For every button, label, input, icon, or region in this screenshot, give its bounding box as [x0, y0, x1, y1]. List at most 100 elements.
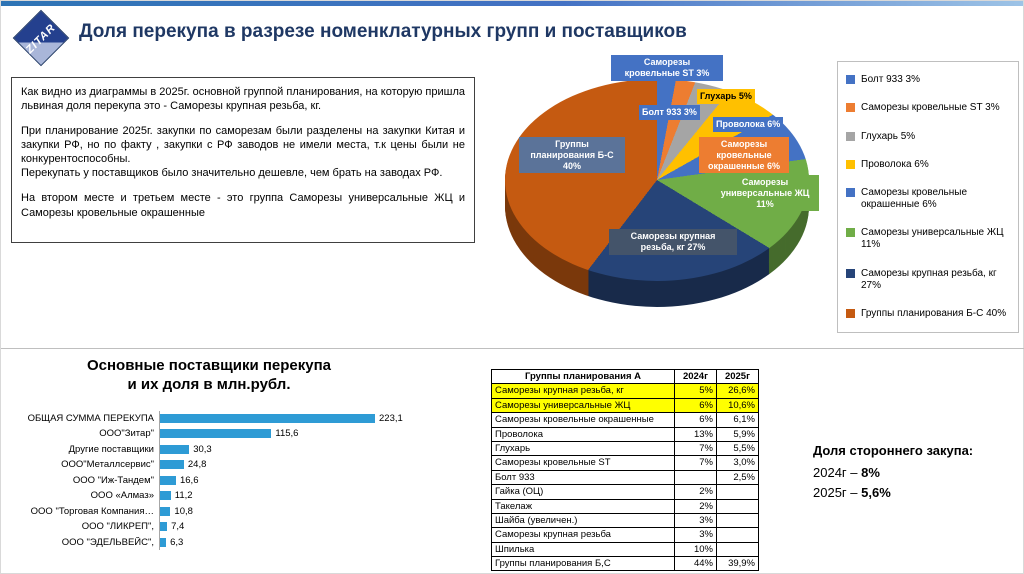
- pie-legend: Болт 933 3% Саморезы кровельные ST 3% Глух…: [837, 61, 1019, 333]
- bar: [160, 444, 190, 454]
- pie-label: Группы планирования Б-С 40%: [519, 137, 625, 174]
- table-row: Проволока 13% 5,9%: [491, 426, 759, 442]
- table-cell-name: Саморезы крупная резьба: [491, 527, 675, 543]
- bar-value-label: 115,6: [275, 428, 299, 440]
- table-row: Группы планирования Б,С 44% 39,9%: [491, 556, 759, 572]
- table-cell-name: Глухарь: [491, 440, 675, 457]
- commentary-paragraph: Перекупать у поставщиков было значительн…: [21, 167, 443, 180]
- legend-swatch: [846, 131, 855, 141]
- bar-row: ООО"Металлсервис" 24,8: [9, 457, 479, 473]
- side-note-title: Доля стороннего закупа:: [813, 443, 974, 458]
- legend-label: Проволока 6%: [861, 158, 929, 170]
- table-cell-2025: [716, 498, 759, 514]
- bar-track: 11,2: [159, 488, 479, 504]
- bar-value-label: 11,2: [174, 490, 193, 502]
- bar-category-label: ООО "ЭДЕЛЬВЕЙС",: [61, 536, 154, 548]
- bar-category-label: Другие поставщики: [68, 443, 154, 455]
- table-cell-2025: 3,0%: [716, 455, 759, 471]
- legend-label: Глухарь 5%: [861, 130, 916, 142]
- top-accent-bar: [1, 1, 1023, 6]
- table-cell-2024: 7%: [674, 455, 717, 471]
- suppliers-bar-chart: Основные поставщики перекупа и их доля в…: [9, 357, 479, 550]
- legend-label: Саморезы кровельные окрашенные 6%: [861, 187, 968, 211]
- bar-track: 6,3: [159, 534, 479, 550]
- bar-track: 7,4: [159, 519, 479, 535]
- table-row: Такелаж 2%: [491, 498, 759, 514]
- table-cell-2024: 3%: [674, 512, 717, 529]
- legend-item: Проволока 6%: [846, 159, 1010, 171]
- bar-row: ООО "Иж-Тандем" 16,6: [9, 472, 479, 488]
- table-cell-2024: 10%: [674, 541, 717, 558]
- table-row: Саморезы крупная резьба, кг 5% 26,6%: [491, 383, 759, 399]
- side-note-prefix: 2024г –: [813, 465, 862, 480]
- commentary-paragraph: На втором месте и третьем месте - это гр…: [21, 192, 465, 219]
- bar: [160, 491, 171, 501]
- pie-label: Проволока 6%: [713, 117, 784, 132]
- table-cell-2024: 3%: [674, 527, 717, 543]
- table-cell-2024: 2%: [674, 484, 717, 500]
- legend-swatch: [846, 268, 855, 278]
- table-cell-2025: [716, 527, 759, 543]
- bar-track: 115,6: [159, 426, 479, 442]
- table-cell-name: Шайба (увеличен.): [491, 512, 675, 529]
- table-row: Глухарь 7% 5,5%: [491, 440, 759, 457]
- table-cell-name: Саморезы универсальные ЖЦ: [491, 397, 675, 414]
- side-note-value: 5,6%: [861, 485, 891, 500]
- bar: [160, 460, 184, 470]
- side-note-line: 2024г – 8%: [813, 465, 1013, 480]
- bar-value-label: 16,6: [179, 474, 199, 486]
- table-row: Саморезы кровельные ST 7% 3,0%: [491, 455, 759, 471]
- legend-swatch: [846, 75, 855, 84]
- legend-item: Глухарь 5%: [846, 131, 1010, 143]
- table-cell-name: Саморезы кровельные ST: [491, 455, 675, 471]
- bar-row: ООО"Зитар" 115,6: [9, 426, 479, 442]
- table-row: Саморезы универсальные ЖЦ 6% 10,6%: [491, 397, 759, 414]
- table-cell-2024: 5%: [674, 383, 717, 399]
- table-cell-2025: 10,6%: [716, 397, 759, 414]
- bar-chart-title-line1: Основные поставщики перекупа: [86, 357, 332, 374]
- bar: [160, 413, 375, 423]
- table-cell-name: Такелаж: [491, 498, 675, 514]
- table-cell-2025: 39,9%: [716, 556, 759, 572]
- bar-track: 24,8: [159, 457, 479, 473]
- bar-value-label: 24,8: [187, 459, 207, 471]
- bar-value-label: 223,1: [379, 412, 403, 424]
- bar-row: ООО "Торговая Компания… 10,8: [9, 503, 479, 519]
- bar-row: ООО "ЭДЕЛЬВЕЙС", 6,3: [9, 534, 479, 550]
- table-header-cell: 2024г: [674, 368, 717, 385]
- table-cell-2024: 6%: [674, 397, 717, 414]
- legend-swatch: [846, 103, 855, 113]
- legend-swatch: [846, 188, 855, 198]
- commentary-paragraph: Как видно из диаграммы в 2025г. основной…: [21, 86, 465, 113]
- table-row: Шайба (увеличен.) 3%: [491, 512, 759, 529]
- bar: [160, 506, 171, 516]
- table-row: Шпилька 10%: [491, 541, 759, 558]
- legend-item: Болт 933 3%: [846, 74, 1010, 86]
- legend-label: Группы планирования Б-С 40%: [861, 307, 1007, 319]
- table-cell-2025: 6,1%: [716, 412, 759, 428]
- table-cell-2024: [674, 469, 717, 486]
- legend-label: Саморезы крупная резьба, кг 27%: [861, 267, 997, 291]
- bar-category-label: ООО"Металлсервис": [61, 459, 154, 471]
- bar-value-label: 30,3: [193, 443, 212, 455]
- legend-item: Саморезы крупная резьба, кг 27%: [846, 268, 1010, 292]
- bar-category-label: ООО "Торговая Компания…: [30, 505, 154, 517]
- table-cell-name: Болт 933: [491, 469, 675, 486]
- table-header-cell: 2025г: [716, 368, 759, 385]
- table-cell-2024: 2%: [674, 498, 717, 514]
- bar-rows: ОБЩАЯ СУММА ПЕРЕКУПА 223,1 ООО"Зитар" 115,6…: [9, 410, 479, 550]
- pie-label: Саморезы универсальные ЖЦ 11%: [711, 175, 819, 212]
- bar-chart-title-line2: и их доля в млн.рубл.: [127, 375, 291, 393]
- table-cell-2024: 44%: [674, 556, 717, 572]
- table-row: Гайка (ОЦ) 2%: [491, 484, 759, 500]
- zitar-logo: ZITAR: [11, 9, 71, 67]
- legend-item: Саморезы кровельные ST 3%: [846, 102, 1010, 114]
- page-title: Доля перекупа в разрезе номенклатурных г…: [79, 21, 687, 42]
- bar-row: ООО "ЛИКРЕП", 7,4: [9, 519, 479, 535]
- legend-swatch: [846, 159, 855, 169]
- pie-label: Глухарь 5%: [697, 89, 755, 104]
- bar-value-label: 10,8: [174, 505, 193, 517]
- pie-label: Саморезы кровельные ST 3%: [611, 55, 723, 81]
- bar: [160, 475, 176, 485]
